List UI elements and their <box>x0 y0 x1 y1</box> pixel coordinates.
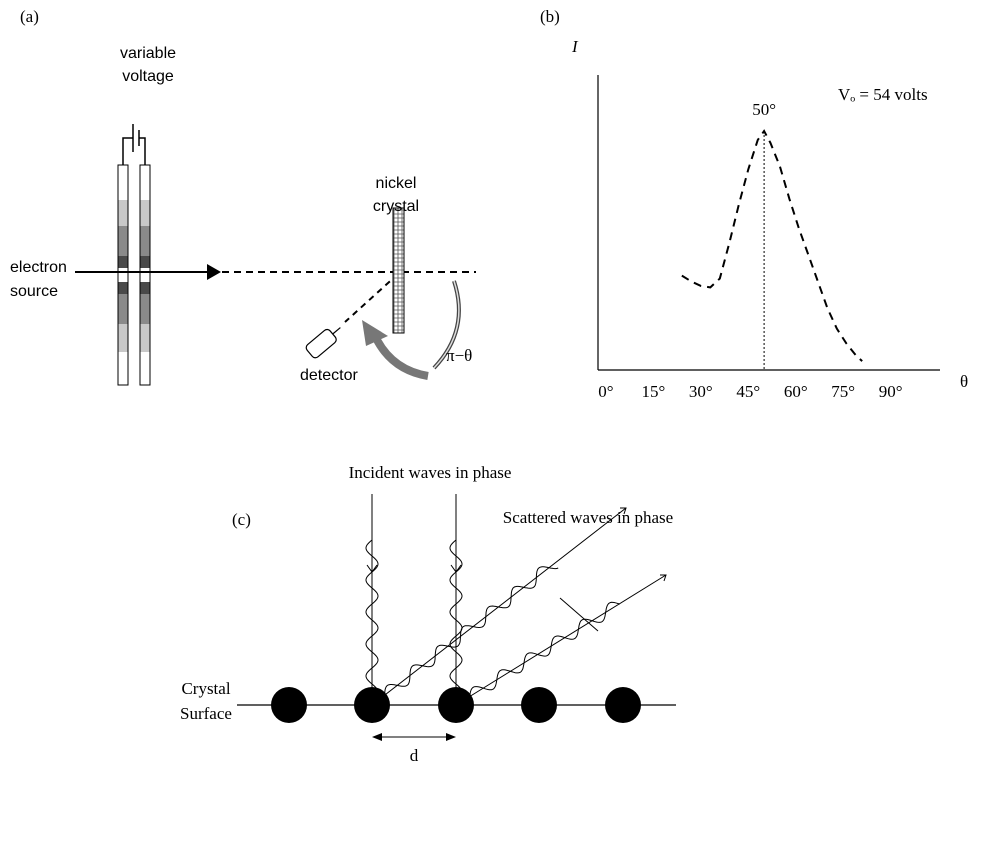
shade <box>119 200 128 226</box>
shade <box>119 282 128 294</box>
shade <box>119 256 128 268</box>
shade <box>119 226 128 256</box>
atom <box>438 687 474 723</box>
y-axis-label: I <box>571 37 579 56</box>
shade <box>119 294 128 324</box>
scattered-label: Scattered waves in phase <box>503 508 673 527</box>
x-tick-label: 30° <box>689 382 713 401</box>
shade <box>141 324 150 352</box>
figure: (a) (b) (c) variable voltage electron so… <box>0 0 990 848</box>
voltage-label: voltage <box>122 68 174 85</box>
spacing-label: d <box>410 746 419 765</box>
panel-label: (b) <box>540 7 560 26</box>
scattered-ray <box>456 575 666 705</box>
scatter-path <box>345 274 398 322</box>
surface-label: Surface <box>180 704 232 723</box>
page: {"panel_labels": ["(a)", "(b)", "(c)"], … <box>0 0 990 848</box>
shade <box>141 256 150 268</box>
shade <box>141 294 150 324</box>
x-tick-label: 75° <box>831 382 855 401</box>
wave <box>385 567 559 695</box>
arrow-head <box>372 733 382 741</box>
shade <box>141 226 150 256</box>
voltage-label: variable <box>120 45 176 62</box>
atom <box>605 687 641 723</box>
incident-label: Incident waves in phase <box>349 463 512 482</box>
nickel-crystal <box>393 208 404 333</box>
x-tick-label: 0° <box>598 382 613 401</box>
peak-label: 50° <box>752 100 776 119</box>
x-tick-label: 45° <box>736 382 760 401</box>
source-label: source <box>10 283 58 300</box>
panel-a <box>75 124 476 385</box>
source-label: electron <box>10 259 67 276</box>
surface-label: Crystal <box>181 679 230 698</box>
arrow-head <box>446 733 456 741</box>
x-tick-label: 15° <box>641 382 665 401</box>
crystal-label: crystal <box>373 198 419 215</box>
shade <box>141 200 150 226</box>
detector-nozzle <box>333 328 341 334</box>
atom <box>271 687 307 723</box>
x-axis-label: θ <box>960 372 968 391</box>
panel-label: (c) <box>232 510 251 529</box>
shade <box>141 282 150 294</box>
atom <box>521 687 557 723</box>
arrow-head <box>207 264 221 280</box>
panel-c <box>237 494 676 741</box>
wire <box>123 124 145 165</box>
x-tick-label: 90° <box>879 382 903 401</box>
detector-label: detector <box>300 367 358 384</box>
panel-label: (a) <box>20 7 39 26</box>
detector-body <box>305 328 338 360</box>
x-tick-label: 60° <box>784 382 808 401</box>
crystal-label: nickel <box>376 175 417 192</box>
rotation-arrow <box>376 338 428 376</box>
data-line <box>682 131 862 361</box>
annotation: Vₒ = 54 volts <box>838 85 928 104</box>
chart: Iθ 0° 15° 30° 45° 60° 75° 90° Vₒ = 54 volts 50° <box>571 37 968 401</box>
angle-label: π−θ <box>446 346 472 365</box>
detector <box>305 321 346 359</box>
shade <box>119 324 128 352</box>
body: (a) (b) (c) variable voltage electron so… <box>0 0 990 848</box>
